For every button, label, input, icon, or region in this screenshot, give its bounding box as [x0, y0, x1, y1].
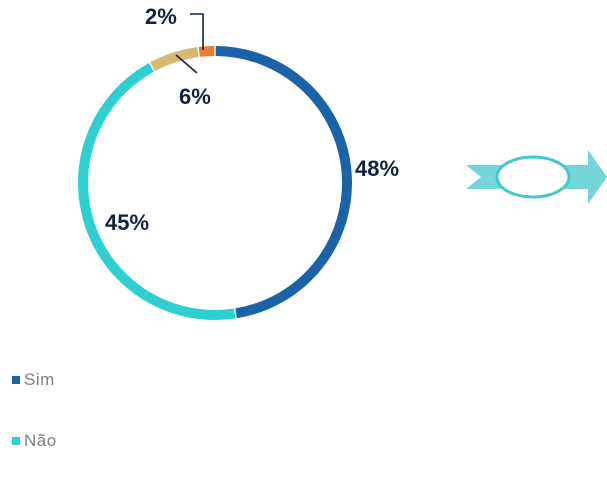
slice-label-6: 6%: [179, 84, 211, 109]
leader-line-2pct: [190, 13, 204, 50]
legend-item-sim: Sim: [12, 366, 57, 394]
legend-swatch-sim: [12, 376, 20, 384]
donut-slice-45: [78, 62, 236, 320]
donut-slice-2: [198, 46, 215, 57]
legend-label-nao: Não: [24, 431, 57, 450]
legend-item-nao: Não: [12, 427, 57, 455]
donut-slice-6: [150, 47, 199, 72]
slice-label-2: 2%: [145, 4, 177, 29]
legend: Sim Não: [12, 366, 57, 488]
leader-line-6pct: [175, 54, 198, 74]
slice-label-48: 48%: [355, 156, 399, 181]
legend-swatch-nao: [12, 437, 20, 445]
donut-slice-48: [215, 46, 352, 319]
slice-label-45: 45%: [105, 210, 149, 235]
legend-label-sim: Sim: [24, 370, 55, 389]
donut-chart: 48% 45% 6% 2%: [78, 4, 607, 320]
arrow-ribbon-icon: [466, 150, 607, 204]
donut-slices: [78, 46, 352, 320]
